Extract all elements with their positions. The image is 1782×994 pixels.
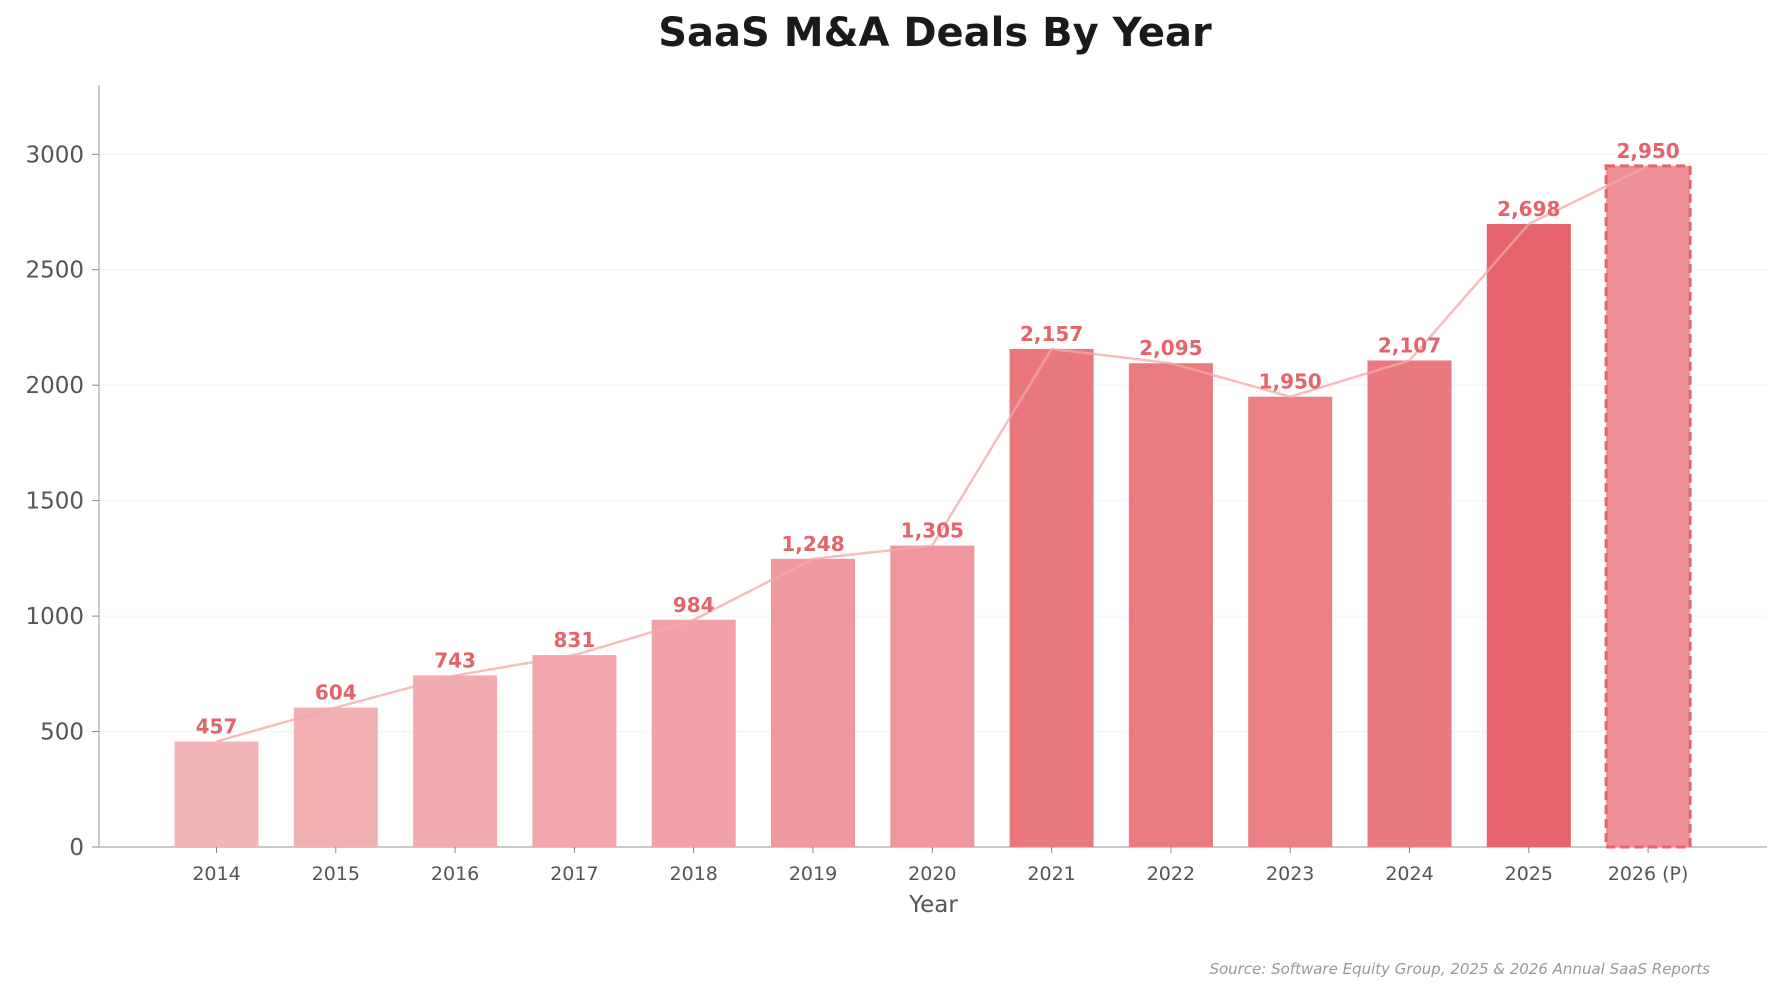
data-label: 1,305	[901, 519, 964, 543]
bar	[890, 545, 975, 847]
x-tick-label: 2024	[1385, 863, 1433, 885]
x-tick-label: 2019	[789, 863, 837, 885]
bar	[293, 707, 378, 847]
x-tick-label: 2016	[431, 863, 479, 885]
x-tick-label: 2017	[550, 863, 598, 885]
data-label: 2,095	[1139, 336, 1202, 360]
y-tick-label: 1000	[25, 604, 84, 630]
data-label: 743	[434, 648, 476, 672]
bar	[651, 619, 736, 847]
x-tick-label: 2018	[670, 863, 718, 885]
data-label: 2,107	[1378, 333, 1441, 357]
bar	[413, 675, 498, 847]
data-label: 2,950	[1616, 139, 1679, 163]
x-tick-label: 2015	[312, 863, 360, 885]
bar	[771, 558, 855, 847]
y-tick-label: 2000	[25, 373, 84, 399]
y-tick-label: 3000	[25, 142, 84, 168]
chart-title: SaaS M&A Deals By Year	[658, 10, 1212, 56]
bar	[174, 741, 259, 847]
x-tick-label: 2014	[192, 863, 240, 885]
bar	[1367, 360, 1452, 847]
data-label: 1,248	[781, 532, 844, 556]
bar	[1009, 348, 1094, 847]
y-tick-label: 1500	[25, 489, 84, 515]
x-tick-label: 2025	[1505, 863, 1553, 885]
data-label: 457	[196, 714, 238, 738]
source-note: Source: Software Equity Group, 2025 & 20…	[1209, 960, 1710, 978]
data-label: 2,698	[1497, 197, 1560, 221]
data-label: 831	[554, 628, 596, 652]
x-tick-label: 2026 (P)	[1608, 863, 1689, 885]
bar	[1604, 164, 1692, 849]
data-label: 984	[673, 593, 715, 617]
data-label: 2,157	[1020, 322, 1083, 346]
bar	[532, 655, 617, 847]
x-tick-label: 2022	[1147, 863, 1195, 885]
y-tick-label: 500	[40, 720, 84, 746]
y-tick-label: 2500	[25, 258, 84, 284]
bar	[1128, 363, 1213, 847]
data-label: 1,950	[1259, 370, 1322, 394]
data-label: 604	[315, 681, 357, 705]
x-tick-label: 2021	[1027, 863, 1075, 885]
bar	[1486, 224, 1571, 848]
trend-line	[216, 164, 1649, 743]
x-axis-title: Year	[908, 892, 958, 918]
x-tick-label: 2020	[908, 863, 956, 885]
y-tick-label: 0	[69, 835, 84, 861]
x-tick-label: 2023	[1266, 863, 1314, 885]
bar	[1248, 396, 1333, 847]
